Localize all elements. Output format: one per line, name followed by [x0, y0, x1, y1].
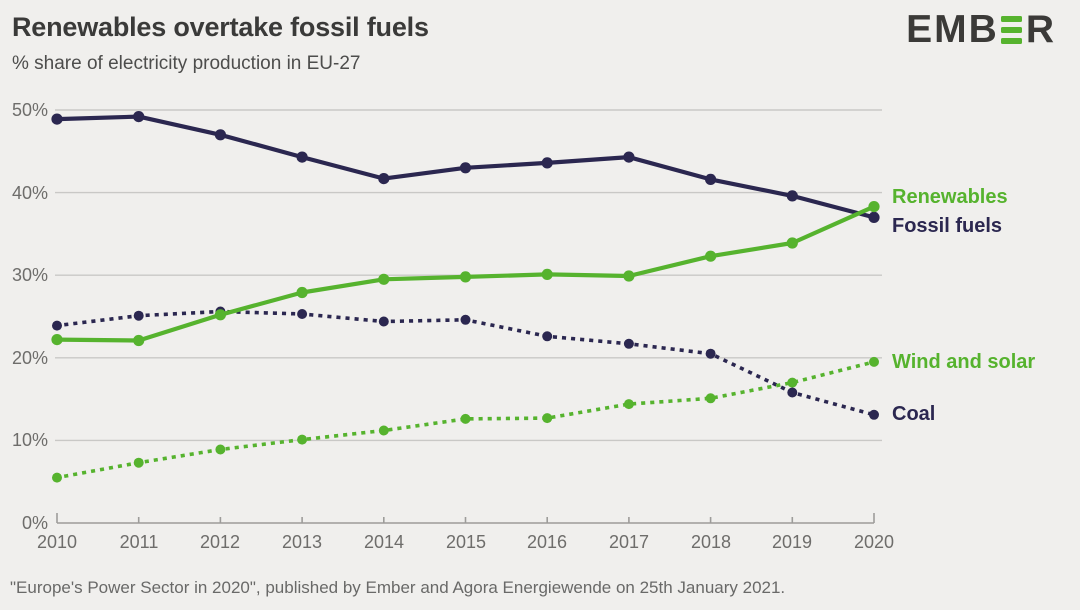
data-point-fossil-fuels — [378, 173, 390, 185]
data-point-fossil-fuels — [459, 162, 472, 174]
data-point-fossil-fuels — [214, 129, 226, 141]
x-axis-tick-label: 2014 — [363, 532, 405, 552]
data-point-renewables — [868, 201, 880, 213]
logo-green-e-icon — [1000, 15, 1022, 45]
logo-bar — [1000, 15, 1022, 23]
data-point-wind-and-solar — [787, 377, 798, 388]
y-axis-tick-label: 20% — [11, 347, 48, 368]
data-point-coal — [623, 338, 634, 349]
data-point-fossil-fuels — [786, 190, 798, 202]
data-point-renewables — [133, 334, 145, 347]
data-point-wind-and-solar — [623, 399, 634, 410]
x-axis-tick-label: 2018 — [690, 532, 732, 552]
x-axis-tick-label: 2012 — [199, 532, 241, 552]
data-point-coal — [133, 310, 144, 321]
logo-text-r: R — [1025, 8, 1056, 51]
series-label-fossil-fuels: Fossil fuels — [892, 215, 1003, 237]
x-axis-tick-label: 2011 — [119, 532, 159, 552]
data-point-renewables — [786, 237, 798, 249]
data-point-wind-and-solar — [460, 413, 471, 424]
data-point-fossil-fuels — [623, 151, 635, 163]
data-point-renewables — [705, 250, 717, 262]
x-axis-tick-label: 2016 — [526, 532, 568, 552]
logo-bar — [1000, 37, 1022, 45]
y-axis-tick-label: 40% — [11, 182, 48, 203]
y-axis-tick-label: 50% — [11, 100, 48, 120]
data-point-wind-and-solar — [52, 472, 62, 483]
data-point-wind-and-solar — [133, 457, 144, 468]
data-point-coal — [869, 409, 879, 420]
source-caption: "Europe's Power Sector in 2020", publish… — [10, 578, 786, 597]
data-point-renewables — [623, 270, 635, 282]
data-point-renewables — [378, 273, 390, 285]
logo-bar — [1000, 26, 1022, 34]
x-axis-tick-label: 2015 — [445, 532, 487, 552]
data-point-fossil-fuels — [541, 157, 553, 169]
x-axis-tick-label: 2010 — [36, 532, 78, 552]
x-axis-tick-label: 2020 — [853, 532, 895, 552]
data-point-wind-and-solar — [378, 425, 389, 436]
data-point-wind-and-solar — [215, 444, 226, 455]
data-point-coal — [705, 348, 716, 359]
data-point-fossil-fuels — [133, 111, 145, 123]
x-axis-tick-label: 2017 — [608, 532, 650, 552]
data-point-coal — [378, 316, 389, 327]
data-point-fossil-fuels — [868, 211, 880, 223]
chart-title: Renewables overtake fossil fuels — [12, 12, 429, 42]
chart-subtitle: % share of electricity production in EU-… — [12, 53, 361, 74]
y-axis-tick-label: 0% — [21, 513, 48, 533]
series-label-renewables: Renewables — [892, 186, 1008, 208]
data-point-wind-and-solar — [542, 413, 553, 424]
x-axis-tick-label: 2019 — [771, 532, 813, 552]
data-point-fossil-fuels — [51, 113, 63, 125]
series-label-coal: Coal — [892, 403, 936, 425]
data-point-coal — [542, 331, 553, 342]
data-point-renewables — [296, 286, 308, 299]
data-point-fossil-fuels — [296, 151, 308, 163]
y-axis-tick-label: 10% — [11, 430, 48, 451]
ember-logo: EMB R — [906, 8, 1056, 52]
data-point-wind-and-solar — [705, 393, 716, 404]
data-point-wind-and-solar — [297, 434, 308, 445]
data-point-renewables — [214, 309, 226, 321]
data-point-wind-and-solar — [869, 356, 879, 367]
data-point-coal — [460, 314, 471, 325]
series-label-wind-and-solar: Wind and solar — [892, 351, 1036, 373]
data-point-coal — [297, 309, 308, 319]
data-point-renewables — [459, 271, 472, 283]
logo-text-emb: EMB — [906, 8, 999, 51]
series-line-wind-and-solar — [54, 359, 877, 480]
data-point-renewables — [541, 268, 553, 280]
x-axis-tick-label: 2013 — [281, 532, 323, 552]
data-point-coal — [787, 387, 798, 398]
y-axis-tick-label: 30% — [11, 265, 48, 286]
data-point-fossil-fuels — [705, 173, 717, 185]
data-point-coal — [52, 320, 62, 331]
data-point-renewables — [51, 334, 63, 346]
